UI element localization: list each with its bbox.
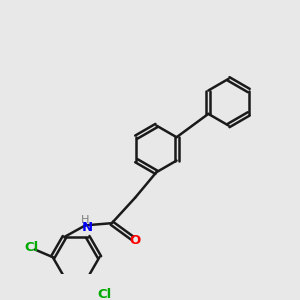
Text: N: N [82, 221, 93, 234]
Text: O: O [129, 234, 140, 247]
Text: Cl: Cl [24, 241, 39, 254]
Text: H: H [81, 215, 90, 225]
Text: Cl: Cl [98, 288, 112, 300]
